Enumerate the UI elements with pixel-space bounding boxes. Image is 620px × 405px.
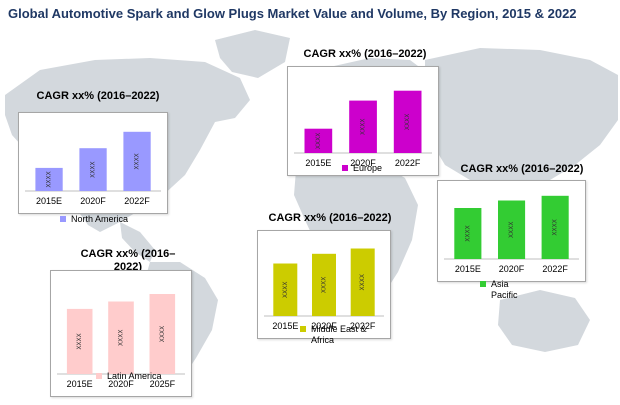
- legend-label: Asia Pacific: [491, 279, 518, 300]
- bar-europe-2022F: [393, 90, 422, 153]
- bar-latin_america-2015E: [66, 308, 93, 374]
- x-tick-label: 2020F: [311, 321, 337, 331]
- x-tick-label: 2022F: [350, 321, 376, 331]
- x-tick-label: 2022F: [542, 264, 568, 274]
- bar-chart-asia_pacific: XXXX 2015E XXXX 2020F XXXX 2022F: [444, 195, 579, 274]
- continent-central-america: [120, 222, 155, 262]
- legend-label: Latin America: [107, 371, 162, 381]
- legend-label: North America: [71, 214, 129, 224]
- legend-swatch: [300, 326, 306, 332]
- legend-label: Europe: [353, 163, 383, 173]
- x-tick-label: 2015E: [455, 264, 481, 274]
- bar-latin_america-2020F: [108, 301, 134, 374]
- chart-panel-north_america: XXXX 2015E XXXX 2020F XXXX 2022F: [18, 112, 168, 214]
- legend-swatch: [96, 373, 102, 379]
- bar-data-label: XXXX: [315, 133, 322, 149]
- bar-latin_america-2025F: [149, 294, 176, 374]
- cagr-label-middle_east_africa: CAGR xx% (2016–2022): [268, 212, 392, 224]
- bar-data-label: XXXX: [360, 119, 367, 135]
- x-tick-label: 2020F: [80, 196, 106, 206]
- bar-data-label: XXXX: [508, 222, 515, 238]
- bar-north_america-2020F: [79, 148, 107, 191]
- x-tick-label: 2020F: [108, 379, 134, 389]
- bar-data-label: XXXX: [46, 171, 53, 187]
- chart-panel-middle_east_africa: XXXX 2015E XXXX 2020F XXXX 2022F: [257, 230, 391, 339]
- bar-data-label: XXXX: [76, 333, 83, 349]
- x-tick-label: 2015E: [272, 321, 298, 331]
- x-tick-label: 2020F: [350, 158, 376, 168]
- x-tick-label: 2022F: [395, 158, 421, 168]
- x-tick-label: 2015E: [305, 158, 331, 168]
- x-tick-label: 2022F: [124, 196, 150, 206]
- bar-north_america-2015E: [35, 167, 63, 191]
- x-tick-label: 2015E: [36, 196, 62, 206]
- continent-greenland: [215, 30, 290, 78]
- legend-latin_america: Latin America: [96, 371, 162, 382]
- cagr-label-asia_pacific: CAGR xx% (2016–2022): [460, 163, 584, 175]
- legend-swatch: [342, 165, 348, 171]
- bar-europe-2020F: [349, 100, 377, 153]
- bar-data-label: XXXX: [464, 225, 471, 241]
- bar-asia_pacific-2020F: [498, 200, 526, 259]
- continent-asia: [425, 48, 618, 195]
- bar-europe-2015E: [304, 128, 333, 153]
- cagr-label-north_america: CAGR xx% (2016–2022): [36, 90, 160, 102]
- bar-chart-north_america: XXXX 2015E XXXX 2020F XXXX 2022F: [25, 131, 161, 206]
- bar-data-label: XXXX: [159, 326, 166, 342]
- x-tick-label: 2015E: [67, 379, 93, 389]
- continent-australia: [498, 290, 590, 352]
- legend-swatch: [480, 281, 486, 287]
- x-tick-label: 2025F: [150, 379, 176, 389]
- bar-data-label: XXXX: [321, 277, 328, 293]
- chart-panel-europe: XXXX 2015E XXXX 2020F XXXX 2022F: [287, 66, 439, 176]
- bar-data-label: XXXX: [552, 219, 559, 235]
- bar-asia_pacific-2015E: [454, 208, 482, 259]
- bar-north_america-2022F: [123, 131, 151, 191]
- legend-swatch: [60, 216, 66, 222]
- chart-title: Global Automotive Spark and Glow Plugs M…: [8, 6, 577, 21]
- bar-middle_east_africa-2015E: [273, 263, 298, 316]
- bar-middle_east_africa-2020F: [312, 253, 336, 317]
- bar-data-label: XXXX: [90, 161, 97, 177]
- bar-chart-europe: XXXX 2015E XXXX 2020F XXXX 2022F: [294, 90, 432, 168]
- bar-data-label: XXXX: [404, 114, 411, 130]
- chart-panel-asia_pacific: XXXX 2015E XXXX 2020F XXXX 2022F: [437, 180, 586, 282]
- bar-chart-latin_america: XXXX 2015E XXXX 2020F XXXX 2025F: [57, 294, 185, 389]
- bar-asia_pacific-2022F: [541, 195, 569, 259]
- bar-middle_east_africa-2022F: [350, 248, 375, 316]
- legend-asia_pacific: Asia Pacific: [480, 279, 518, 301]
- chart-panel-latin_america: XXXX 2015E XXXX 2020F XXXX 2025F: [50, 270, 192, 397]
- x-tick-label: 2020F: [499, 264, 525, 274]
- bar-chart-middle_east_africa: XXXX 2015E XXXX 2020F XXXX 2022F: [264, 248, 384, 331]
- legend-middle_east_africa: Middle East & Africa: [300, 324, 367, 346]
- legend-label: Middle East & Africa: [311, 324, 367, 345]
- legend-north_america: North America: [60, 214, 128, 225]
- bar-data-label: XXXX: [118, 330, 125, 346]
- legend-europe: Europe: [342, 163, 382, 174]
- bar-data-label: XXXX: [134, 153, 141, 169]
- bar-data-label: XXXX: [359, 274, 366, 290]
- cagr-label-europe: CAGR xx% (2016–2022): [303, 48, 427, 60]
- bar-data-label: XXXX: [282, 282, 289, 298]
